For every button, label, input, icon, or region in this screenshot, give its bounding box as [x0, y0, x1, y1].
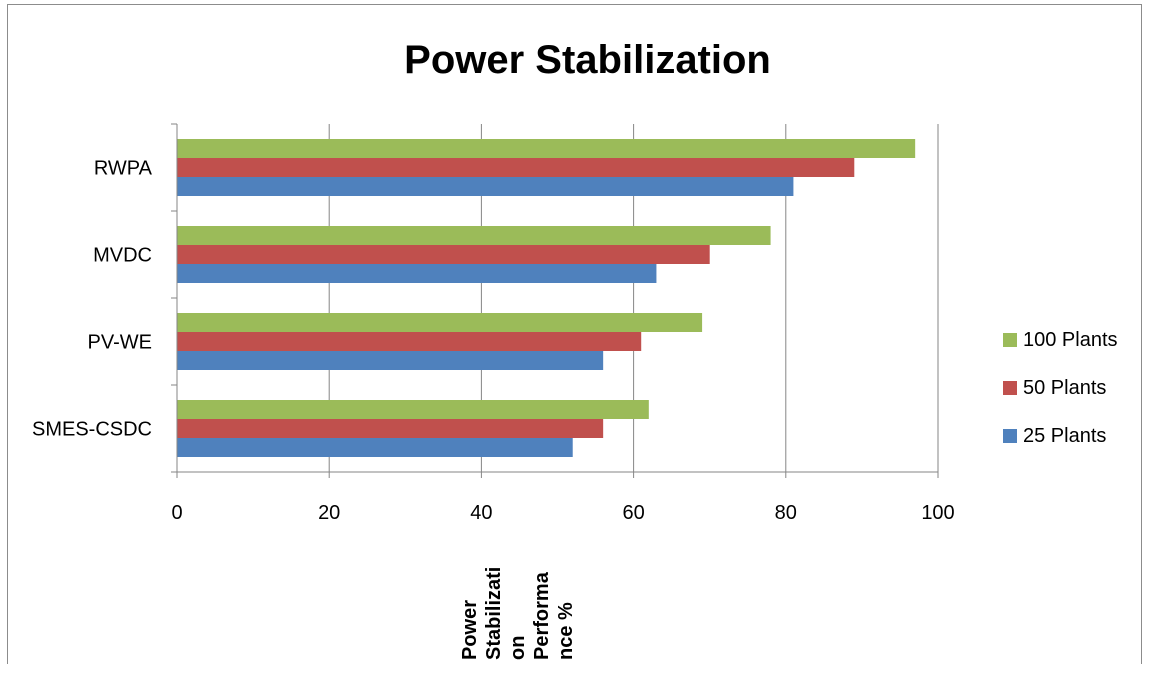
legend-swatch — [1003, 381, 1017, 395]
bar — [177, 158, 855, 177]
bar — [177, 245, 710, 264]
legend-label: 100 Plants — [1023, 328, 1118, 351]
legend-label: 50 Plants — [1023, 376, 1107, 399]
bar — [177, 438, 573, 457]
x-tick-label: 100 — [921, 502, 954, 524]
y-tick-label: PV-WE — [88, 332, 152, 354]
legend-item: 50 Plants — [1003, 376, 1118, 400]
legend-item: 100 Plants — [1003, 328, 1118, 352]
bar — [177, 419, 604, 438]
x-tick-label: 40 — [470, 502, 492, 524]
bar — [177, 264, 657, 283]
bar — [177, 177, 794, 196]
bar — [177, 226, 771, 245]
x-axis-label-line: on — [507, 635, 529, 660]
bar — [177, 351, 604, 370]
x-axis-label-line: nce % — [555, 602, 577, 660]
x-tick-label: 20 — [318, 502, 340, 524]
y-tick-label: MVDC — [93, 245, 152, 267]
chart-title: Power Stabilization — [404, 38, 771, 82]
x-tick-label: 0 — [171, 502, 182, 524]
chart-frame — [7, 4, 1142, 664]
legend: 100 Plants 50 Plants 25 Plants — [1003, 328, 1118, 472]
x-axis-label-line: Performa — [531, 572, 553, 660]
y-tick-label: SMES-CSDC — [32, 419, 152, 441]
x-tick-label: 80 — [775, 502, 797, 524]
bar — [177, 332, 642, 351]
x-axis-label-line: Stabilizati — [483, 566, 505, 660]
bar — [177, 313, 703, 332]
x-tick-label: 60 — [622, 502, 644, 524]
x-axis-label: Power Stabilizati on Performa nce % — [458, 480, 577, 660]
legend-swatch — [1003, 333, 1017, 347]
legend-swatch — [1003, 429, 1017, 443]
legend-label: 25 Plants — [1023, 424, 1107, 447]
legend-item: 25 Plants — [1003, 424, 1118, 448]
bar — [177, 400, 649, 419]
bar — [177, 139, 916, 158]
x-axis-label-line: Power — [459, 599, 481, 660]
y-tick-label: RWPA — [94, 158, 153, 180]
